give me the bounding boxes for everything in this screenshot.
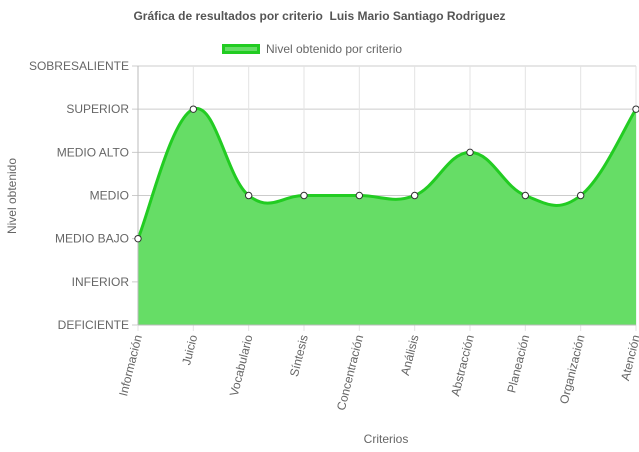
legend-label: Nivel obtenido por criterio <box>266 42 403 56</box>
x-tick-label: Atención <box>618 333 639 382</box>
x-tick-label: Juicio <box>179 333 200 366</box>
data-point[interactable] <box>355 191 364 200</box>
x-tick-label: Concentración <box>334 333 366 411</box>
data-point[interactable] <box>300 191 308 200</box>
series-line <box>136 107 638 240</box>
data-points <box>134 105 639 243</box>
data-point[interactable] <box>521 191 530 200</box>
data-point[interactable] <box>134 234 142 243</box>
legend-swatch <box>222 44 260 54</box>
y-tick-label: SUPERIOR <box>66 102 129 116</box>
data-point[interactable] <box>576 191 585 200</box>
y-tick-label: MEDIO BAJO <box>55 232 129 246</box>
x-tick-label: Síntesis <box>287 333 311 378</box>
x-tick-label: Información <box>116 333 145 397</box>
axes <box>137 66 636 326</box>
y-tick-label: DEFICIENTE <box>58 318 129 332</box>
y-tick-label: SOBRESALIENTE <box>29 59 129 73</box>
x-tick-label: Planeación <box>504 333 532 394</box>
x-axis-title: Criterios <box>364 432 409 446</box>
data-point[interactable] <box>466 148 474 157</box>
x-tick-label: Organización <box>557 333 588 405</box>
y-axis-title: Nivel obtenido <box>5 158 19 234</box>
x-tick-label: Vocabulario <box>227 333 256 398</box>
data-point[interactable] <box>189 105 198 113</box>
data-point[interactable] <box>244 191 253 200</box>
chart-title: Gráfica de resultados por criterio Luis … <box>133 9 506 23</box>
data-point[interactable] <box>410 191 419 200</box>
x-tick-labels: Información Juicio Vocabulario Síntesis Conc… <box>116 333 639 412</box>
legend[interactable]: Nivel obtenido por criterio <box>222 42 402 56</box>
x-tick-label: Abstracción <box>448 333 477 397</box>
y-tick-label: MEDIO ALTO <box>57 145 129 159</box>
y-tick-label: MEDIO <box>90 189 129 203</box>
y-tick-label: INFERIOR <box>72 275 130 289</box>
x-tick-label: Análisis <box>398 333 422 377</box>
y-tick-labels: DEFICIENTE INFERIOR MEDIO BAJO MEDIO MEDIO A… <box>29 59 129 332</box>
data-point[interactable] <box>632 105 639 113</box>
series-area <box>138 108 636 325</box>
